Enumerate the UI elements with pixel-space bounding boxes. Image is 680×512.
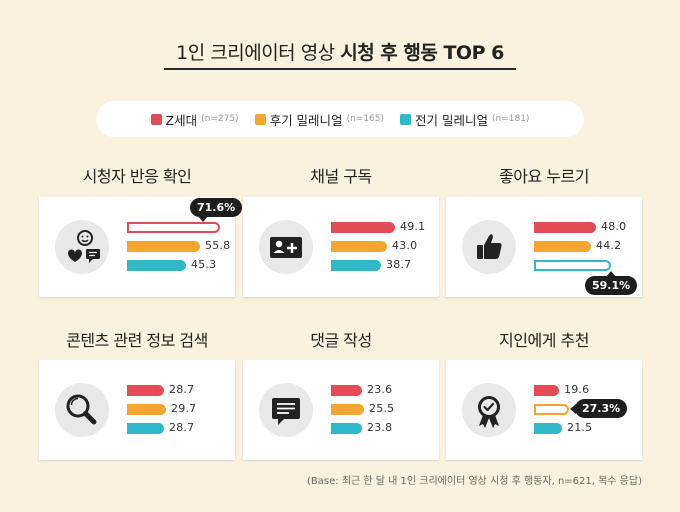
legend-swatch [400, 113, 412, 125]
bar [331, 423, 362, 434]
title-underline [164, 68, 516, 70]
value-label: 28.7 [169, 383, 195, 396]
legend-item-late-millennial: 후기 밀레니얼 (n=165) [254, 110, 385, 129]
value-label: 49.1 [400, 220, 426, 233]
legend-label: Z세대 [165, 112, 198, 128]
highlight-bubble: 27.3% [569, 399, 628, 418]
bar [331, 385, 362, 396]
bar [331, 222, 395, 233]
category-title: 콘텐츠 관련 정보 검색 [66, 331, 208, 350]
thumbs-up-icon [462, 220, 516, 274]
bar [127, 385, 164, 396]
title-light: 1인 크리에이터 영상 [176, 42, 335, 64]
footnote: (Base: 최근 한 달 내 1인 크리에이터 영상 시청 후 행동자, n=… [307, 476, 642, 487]
value-label: 23.6 [367, 383, 393, 396]
legend-item-early-millennial: 전기 밀레니얼 (n=181) [400, 110, 529, 129]
value-label: 45.3 [191, 258, 217, 271]
value-label: 43.0 [392, 239, 418, 252]
value-label: 21.5 [567, 421, 593, 434]
category-card: 19.6 27.3% 21.5 [446, 360, 642, 460]
value-label: 28.7 [169, 421, 195, 434]
bar [127, 241, 200, 252]
chart-title: 1인 크리에이터 영상 시청 후 행동 TOP 6 [0, 38, 680, 65]
bar [331, 404, 364, 415]
category-card: 49.1 43.0 38.7 [243, 197, 439, 297]
comment-icon [259, 383, 313, 437]
value-label: 38.7 [386, 258, 412, 271]
bar [331, 241, 387, 252]
bar [127, 404, 166, 415]
value-label: 19.6 [564, 383, 590, 396]
legend-n: (n=181) [492, 114, 530, 124]
value-label: 55.8 [205, 239, 231, 252]
value-label: 29.7 [171, 402, 197, 415]
smiley-heart-chat-icon [55, 220, 109, 274]
bar [534, 260, 611, 271]
bar [127, 423, 164, 434]
bar [534, 385, 559, 396]
legend-n: (n=165) [346, 114, 385, 124]
legend-n: (n=275) [201, 114, 239, 124]
category-title: 지인에게 추천 [499, 331, 589, 350]
legend-label: 후기 밀레니얼 [269, 112, 343, 128]
highlight-bubble: 71.6% [190, 198, 243, 222]
bar [534, 241, 591, 252]
bar [127, 222, 220, 233]
bar [127, 260, 186, 271]
category-card: 48.0 44.2 59.1% [446, 197, 642, 297]
category-title: 시청자 반응 확인 [82, 167, 192, 186]
title-bold: 시청 후 행동 TOP 6 [340, 42, 504, 64]
legend-swatch [150, 113, 162, 125]
award-badge-icon [462, 383, 516, 437]
bar [331, 260, 381, 271]
category-card: 71.6% 55.8 45.3 [39, 197, 243, 297]
bar [534, 423, 562, 434]
value-label: 23.8 [367, 421, 393, 434]
category-title: 댓글 작성 [310, 331, 372, 350]
bar [534, 404, 569, 415]
magnifier-icon [55, 383, 109, 437]
legend-label: 전기 밀레니얼 [415, 112, 488, 128]
bar [534, 222, 596, 233]
category-title: 좋아요 누르기 [499, 167, 589, 186]
subscribe-icon [259, 220, 313, 274]
value-label: 48.0 [601, 220, 627, 233]
value-label: 25.5 [369, 402, 395, 415]
highlight-bubble: 59.1% [585, 271, 638, 295]
legend-swatch [254, 113, 266, 125]
category-card: 23.6 25.5 23.8 [243, 360, 439, 460]
legend-item-z: Z세대 (n=275) [150, 110, 239, 129]
value-label: 44.2 [596, 239, 622, 252]
legend: Z세대 (n=275) 후기 밀레니얼 (n=165) 전기 밀레니얼 (n=1… [96, 101, 584, 137]
category-card: 28.7 29.7 28.7 [39, 360, 235, 460]
category-title: 채널 구독 [310, 167, 372, 186]
